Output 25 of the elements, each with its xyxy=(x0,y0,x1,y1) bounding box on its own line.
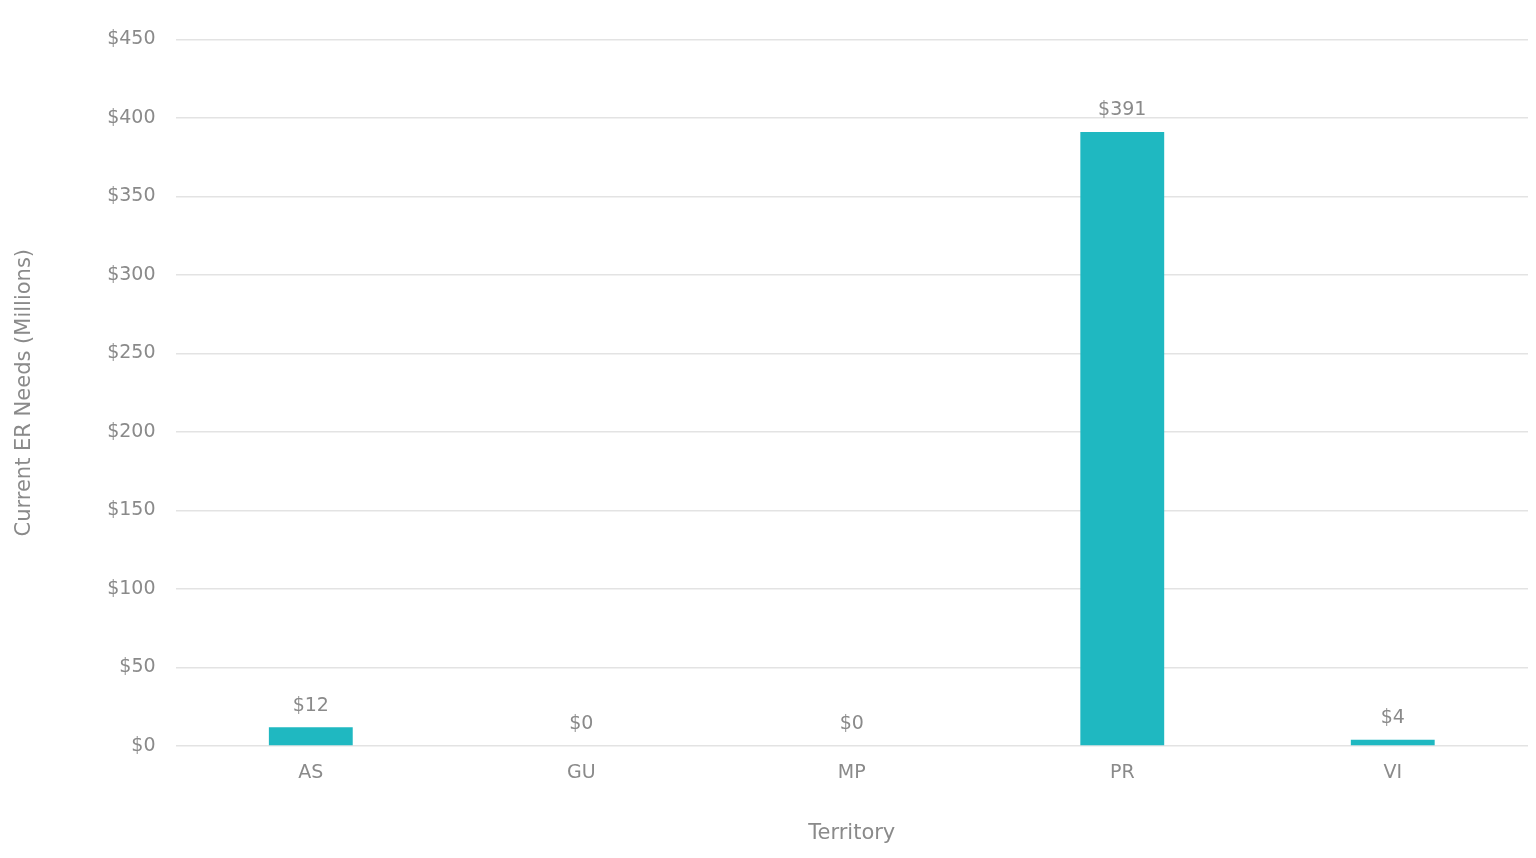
x-tick-label: AS xyxy=(298,760,324,783)
x-tick-label: GU xyxy=(566,760,596,783)
y-tick-label: $0 xyxy=(131,732,156,755)
y-tick-label: $150 xyxy=(107,497,156,520)
y-tick-label: $450 xyxy=(107,26,156,49)
data-label: $391 xyxy=(1098,97,1147,120)
x-axis-title: Territory xyxy=(807,819,896,844)
bar xyxy=(1080,132,1165,746)
bar xyxy=(1350,739,1435,746)
y-tick-label: $100 xyxy=(107,575,156,598)
y-tick-label: $200 xyxy=(107,418,156,441)
y-tick-label: $400 xyxy=(107,104,156,127)
data-label: $0 xyxy=(839,711,864,734)
y-axis-title: Current ER Needs (Millions) xyxy=(11,248,36,537)
y-tick-label: $250 xyxy=(107,340,156,363)
data-label: $0 xyxy=(569,711,594,734)
y-tick-label: $350 xyxy=(107,183,156,206)
x-tick-label: PR xyxy=(1109,760,1135,783)
y-tick-label: $300 xyxy=(107,261,156,284)
data-label: $12 xyxy=(292,692,329,715)
x-tick-label: VI xyxy=(1383,760,1403,783)
data-label: $4 xyxy=(1380,705,1405,728)
y-tick-label: $50 xyxy=(119,654,156,677)
bar xyxy=(268,727,353,746)
x-tick-label: MP xyxy=(837,760,866,783)
